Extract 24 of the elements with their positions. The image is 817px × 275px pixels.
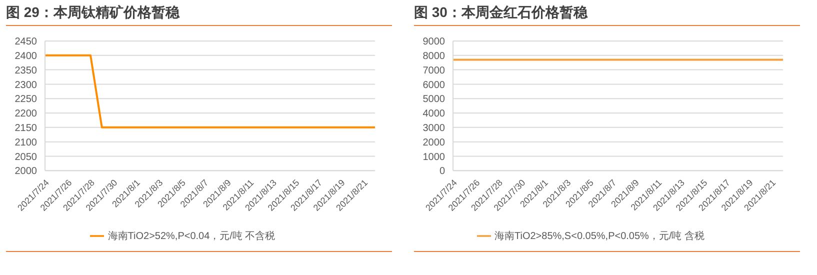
y-tick-label: 2450	[14, 36, 38, 48]
y-tick-label: 6000	[422, 80, 446, 91]
y-tick-label: 2200	[14, 108, 38, 120]
y-tick-label: 3000	[422, 122, 446, 134]
chart-title: 图 29：本周钛精矿价格暂稳	[6, 4, 180, 22]
y-tick-label: 8000	[422, 50, 446, 62]
y-tick-label: 1000	[422, 152, 446, 163]
y-tick-label: 2250	[14, 94, 38, 106]
y-tick-label: 2350	[14, 65, 38, 76]
y-tick-label: 0	[439, 166, 446, 178]
y-tick-label: 9000	[422, 36, 446, 48]
y-tick-label: 2100	[14, 137, 38, 148]
y-tick-label: 4000	[422, 108, 446, 120]
y-tick-label: 5000	[422, 94, 446, 106]
legend-label: 海南TiO2>85%,S<0.05%,P<0.05%，元/吨 含税	[494, 230, 704, 242]
y-tick-label: 7000	[422, 65, 446, 76]
y-tick-label: 2400	[14, 50, 38, 62]
y-tick-label: 2150	[14, 122, 38, 134]
chart-title: 图 30：本周金红石价格暂稳	[414, 4, 588, 22]
y-tick-label: 2050	[14, 152, 38, 163]
y-tick-label: 2300	[14, 80, 38, 91]
y-tick-label: 2000	[422, 137, 446, 148]
y-tick-label: 2000	[14, 166, 38, 178]
legend-label: 海南TiO2>52%,P<0.04，元/吨 不含税	[108, 230, 276, 242]
